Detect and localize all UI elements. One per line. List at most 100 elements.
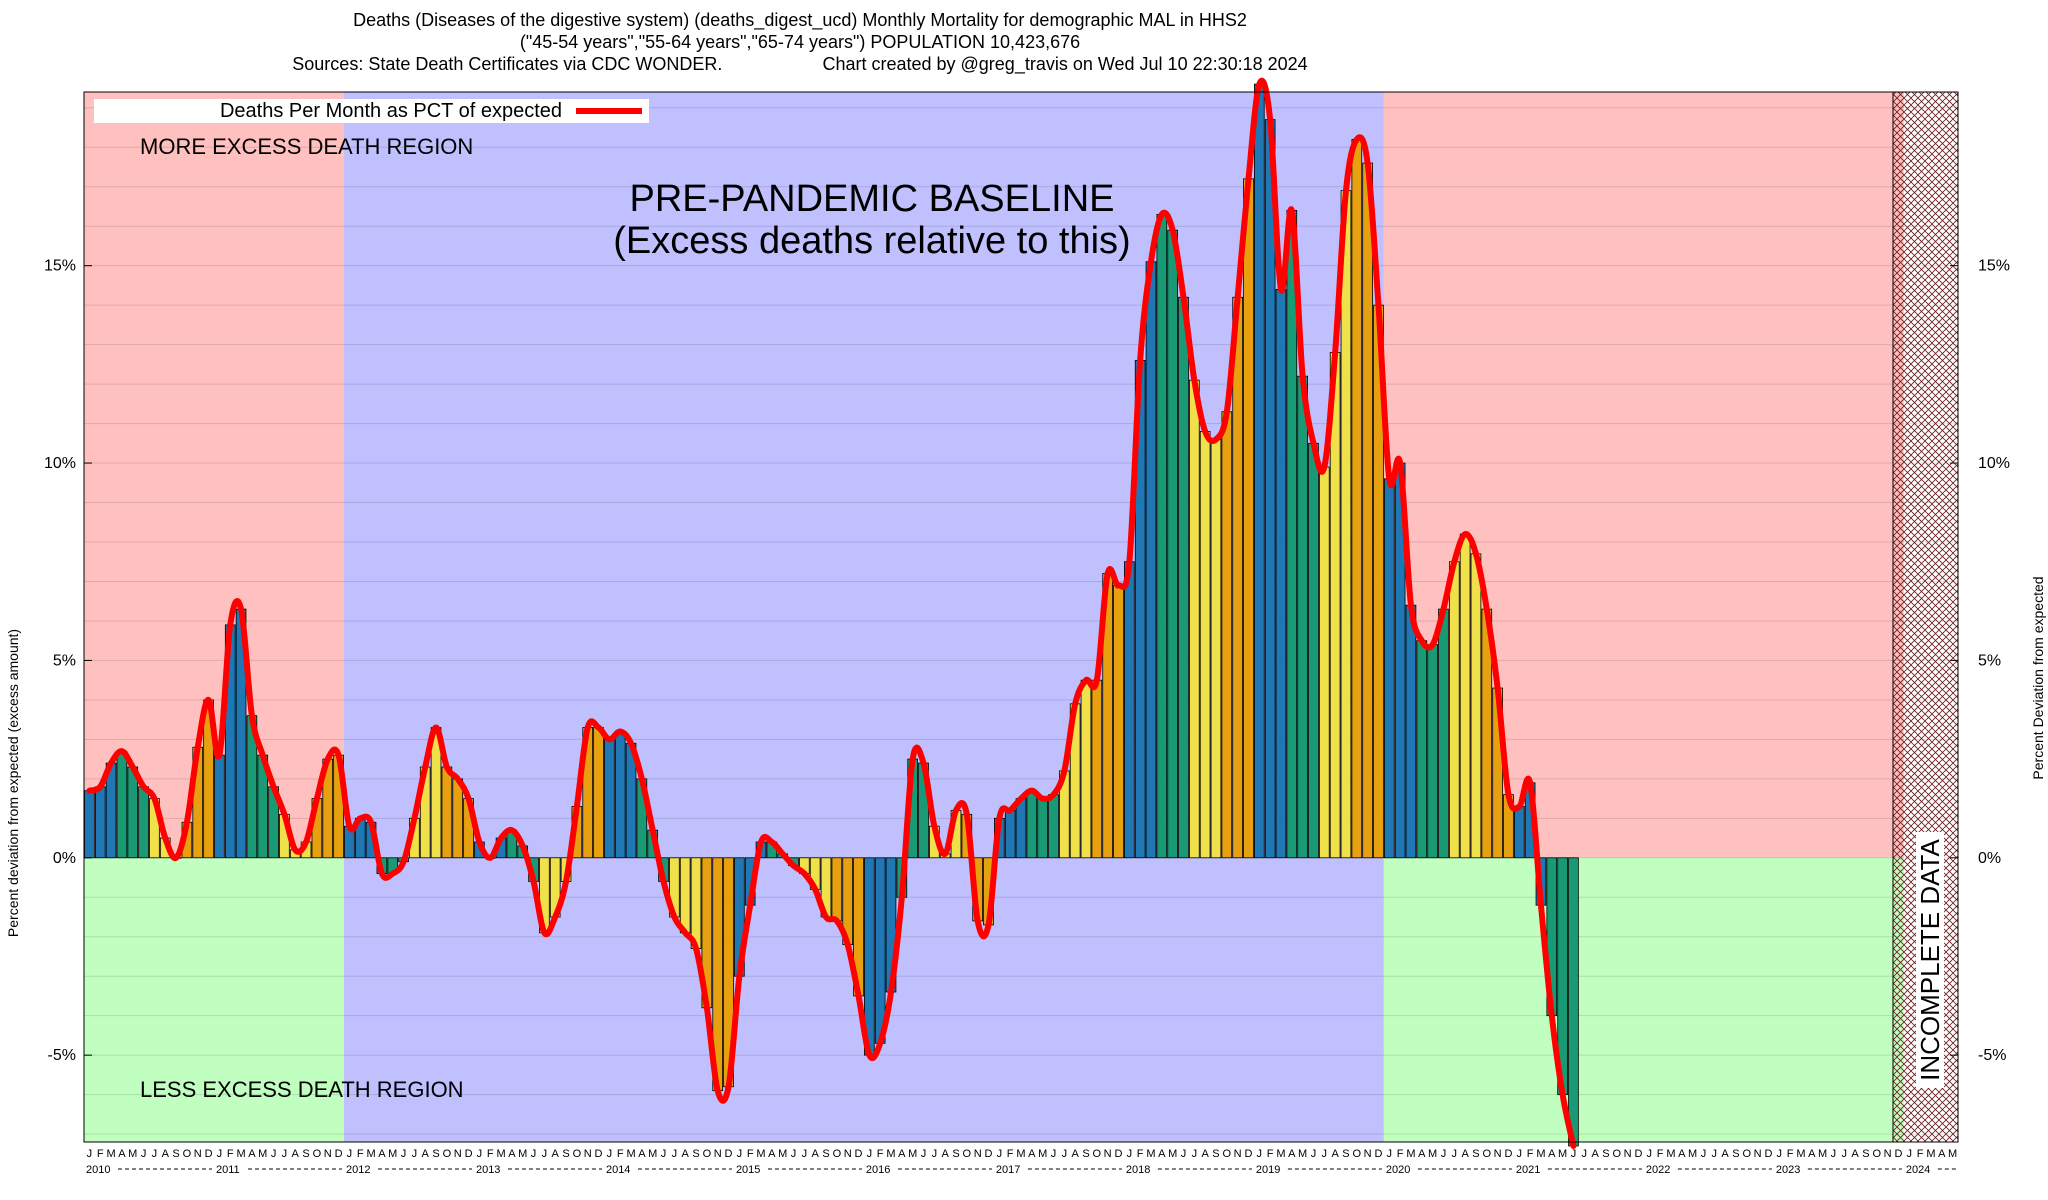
bar-34 bbox=[452, 778, 464, 859]
x-tick-month-label: J bbox=[412, 1148, 418, 1160]
x-tick-month-label: M bbox=[128, 1148, 137, 1160]
chart-title-line-1: Deaths (Diseases of the digestive system… bbox=[353, 10, 1247, 30]
x-tick-month-label: D bbox=[335, 1148, 343, 1160]
bar-47 bbox=[593, 727, 604, 859]
x-tick-month-label: D bbox=[1764, 1148, 1772, 1160]
bar-56 bbox=[690, 857, 702, 949]
x-tick-month-label: J bbox=[401, 1148, 407, 1160]
x-tick-month-label: J bbox=[1831, 1148, 1837, 1160]
x-tick-month-label: J bbox=[1257, 1148, 1263, 1160]
x-tick-month-label: J bbox=[737, 1148, 743, 1160]
x-tick-month-label: J bbox=[1777, 1148, 1783, 1160]
x-tick-month-label: S bbox=[432, 1148, 439, 1160]
bar-96 bbox=[1124, 561, 1135, 859]
x-tick-month-label: A bbox=[1851, 1148, 1859, 1160]
bar-3 bbox=[116, 750, 128, 859]
x-tick-month-label: N bbox=[454, 1148, 462, 1160]
x-tick-month-label: A bbox=[1808, 1148, 1816, 1160]
incomplete-data-label: INCOMPLETE DATA bbox=[1915, 838, 1945, 1080]
x-tick-month-label: A bbox=[1071, 1148, 1079, 1160]
x-tick-month-label: O bbox=[703, 1148, 712, 1160]
bar-12 bbox=[214, 754, 225, 859]
x-tick-month-label: O bbox=[1093, 1148, 1102, 1160]
bar-126 bbox=[1448, 561, 1460, 859]
x-tick-month-label: M bbox=[1558, 1148, 1567, 1160]
x-tick-year-label: 2023 bbox=[1776, 1164, 1800, 1176]
x-tick-month-label: M bbox=[626, 1148, 635, 1160]
bar-137 bbox=[1568, 857, 1579, 1147]
x-tick-month-label: M bbox=[778, 1148, 787, 1160]
bar-118 bbox=[1362, 162, 1373, 859]
baseline-heading: PRE-PANDEMIC BASELINE bbox=[630, 178, 1115, 220]
x-tick-month-label: F bbox=[1267, 1148, 1274, 1160]
x-tick-year-label: 2014 bbox=[606, 1164, 630, 1176]
x-tick-month-label: O bbox=[183, 1148, 192, 1160]
x-tick-month-label: A bbox=[1288, 1148, 1296, 1160]
bar-0 bbox=[84, 790, 95, 859]
x-tick-month-label: A bbox=[682, 1148, 690, 1160]
x-tick-month-label: F bbox=[1527, 1148, 1534, 1160]
x-tick-month-label: M bbox=[908, 1148, 917, 1160]
x-tick-month-label: N bbox=[844, 1148, 852, 1160]
region-upper-1 bbox=[343, 92, 1384, 858]
x-tick-month-label: M bbox=[496, 1148, 505, 1160]
x-tick-month-label: J bbox=[542, 1148, 548, 1160]
x-tick-month-label: S bbox=[822, 1148, 829, 1160]
bar-49 bbox=[614, 731, 626, 859]
y-tick-label-left: 10% bbox=[44, 455, 76, 472]
bar-114 bbox=[1318, 466, 1330, 859]
x-tick-month-label: M bbox=[1038, 1148, 1047, 1160]
chart-title-line-3: Sources: State Death Certificates via CD… bbox=[0, 53, 1600, 75]
x-tick-year-label: 2017 bbox=[996, 1164, 1020, 1176]
x-tick-month-label: N bbox=[1884, 1148, 1892, 1160]
x-tick-month-label: J bbox=[1712, 1148, 1718, 1160]
x-tick-year-label: 2012 bbox=[346, 1164, 370, 1176]
x-tick-month-label: M bbox=[1926, 1148, 1935, 1160]
x-tick-month-label: M bbox=[1688, 1148, 1697, 1160]
x-tick-month-label: M bbox=[886, 1148, 895, 1160]
bar-107 bbox=[1243, 178, 1254, 859]
x-tick-month-label: J bbox=[1441, 1148, 1447, 1160]
x-tick-year-label: 2018 bbox=[1126, 1164, 1150, 1176]
bar-86 bbox=[1015, 798, 1027, 859]
x-tick-month-label: M bbox=[106, 1148, 115, 1160]
x-tick-month-label: J bbox=[1907, 1148, 1913, 1160]
x-tick-year-label: 2020 bbox=[1386, 1164, 1410, 1176]
x-tick-month-label: S bbox=[952, 1148, 959, 1160]
x-tick-year-label: 2024 bbox=[1906, 1164, 1930, 1176]
x-tick-month-label: D bbox=[1504, 1148, 1512, 1160]
x-tick-year-label: 2021 bbox=[1516, 1164, 1540, 1176]
x-tick-month-label: O bbox=[1483, 1148, 1492, 1160]
x-tick-month-label: J bbox=[932, 1148, 938, 1160]
x-tick-month-label: J bbox=[661, 1148, 667, 1160]
chart-source-text: Sources: State Death Certificates via CD… bbox=[292, 54, 723, 74]
x-tick-month-label: M bbox=[1168, 1148, 1177, 1160]
x-tick-month-label: J bbox=[1842, 1148, 1848, 1160]
x-tick-month-label: D bbox=[1115, 1148, 1123, 1160]
x-tick-month-label: D bbox=[725, 1148, 733, 1160]
incomplete-label-bg bbox=[1916, 832, 1944, 1088]
x-tick-month-label: J bbox=[997, 1148, 1003, 1160]
x-tick-month-label: F bbox=[877, 1148, 884, 1160]
bar-124 bbox=[1427, 644, 1438, 859]
x-tick-month-label: M bbox=[648, 1148, 657, 1160]
bar-88 bbox=[1037, 798, 1048, 859]
y-tick-label-left: 0% bbox=[53, 850, 76, 867]
x-tick-month-label: S bbox=[1342, 1148, 1349, 1160]
series-line bbox=[86, 77, 1577, 1149]
plot-frame bbox=[83, 91, 1959, 1143]
x-tick-month-label: O bbox=[313, 1148, 322, 1160]
x-tick-month-label: M bbox=[1146, 1148, 1155, 1160]
x-tick-month-label: A bbox=[898, 1148, 906, 1160]
x-tick-month-label: J bbox=[1062, 1148, 1068, 1160]
x-tick-month-label: O bbox=[443, 1148, 452, 1160]
y-tick-label-right: -5% bbox=[1978, 1047, 2006, 1064]
y-axis-label-left: Percent deviation from expected (excess … bbox=[5, 628, 21, 938]
x-tick-month-label: J bbox=[802, 1148, 808, 1160]
x-tick-month-label: N bbox=[1234, 1148, 1242, 1160]
x-tick-month-label: A bbox=[1461, 1148, 1469, 1160]
x-tick-month-label: O bbox=[1742, 1148, 1751, 1160]
bar-55 bbox=[679, 857, 691, 934]
region-lower-0 bbox=[84, 857, 344, 1142]
x-tick-month-label: S bbox=[1732, 1148, 1739, 1160]
